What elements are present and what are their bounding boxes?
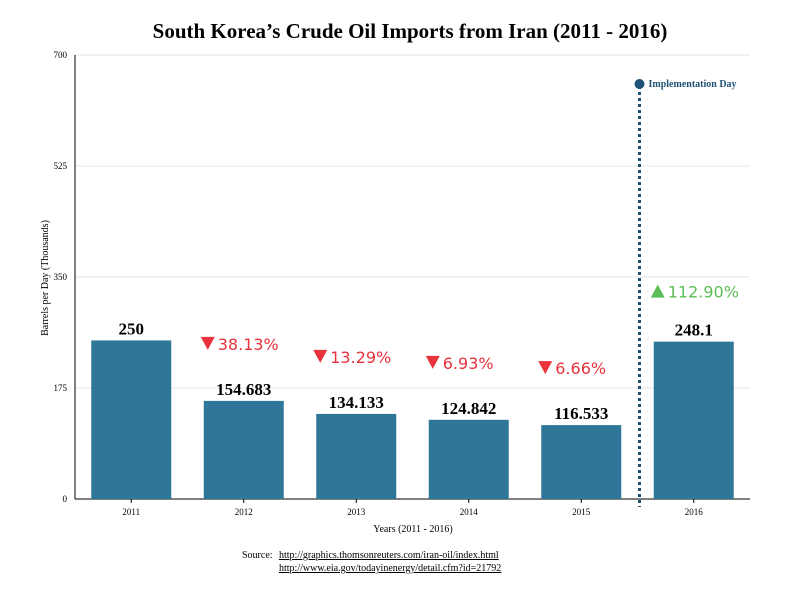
value-label-2013: 134.133 (329, 393, 384, 412)
source-link-eia[interactable]: http://www.eia.gov/todayinenergy/detail.… (279, 563, 502, 574)
source-link-thomsonreuters[interactable]: http://graphics.thomsonreuters.com/iran-… (279, 550, 499, 561)
source-label: Source: (242, 550, 273, 561)
axes (74, 55, 750, 500)
triangle-down-icon (538, 361, 553, 375)
y-tick-label: 175 (54, 383, 68, 393)
implementation-day-marker: Implementation Day (634, 79, 737, 507)
value-label-2011: 250 (119, 319, 145, 338)
change-2015: 6.66% (538, 359, 606, 378)
value-labels: 250 154.683 134.133 124.842 116.533 248.1 (119, 319, 713, 423)
bar-2013 (316, 413, 397, 499)
value-label-2015: 116.533 (554, 404, 608, 423)
bar-2014 (428, 419, 509, 499)
x-tick-label-2012: 2012 (235, 507, 253, 517)
value-label-2014: 124.842 (441, 399, 496, 418)
bar-2011 (91, 340, 172, 499)
bar-2016 (653, 341, 734, 499)
change-2013: 13.29% (313, 348, 391, 367)
chart-title: South Korea’s Crude Oil Imports from Ira… (153, 19, 668, 43)
triangle-down-icon (200, 336, 215, 350)
change-percent: 112.90% (668, 283, 739, 302)
triangle-down-icon (313, 349, 328, 363)
bar-2012 (203, 400, 284, 499)
change-percent: 6.93% (443, 354, 494, 373)
bars (91, 340, 734, 499)
triangle-down-icon (425, 355, 440, 369)
change-percent: 38.13% (218, 335, 279, 354)
bar-2015 (541, 425, 622, 499)
change-percent: 6.66% (555, 359, 606, 378)
y-tick-label: 0 (63, 494, 68, 504)
x-tick-label-2016: 2016 (685, 507, 704, 517)
y-tick-label: 350 (54, 272, 68, 282)
y-axis-label: Barrels per Day (Thousands) (40, 220, 51, 336)
implementation-day-label: Implementation Day (649, 79, 737, 90)
change-percent: 13.29% (330, 348, 391, 367)
change-2016: 112.90% (650, 283, 739, 302)
x-axis-label: Years (2011 - 2016) (373, 524, 452, 535)
x-axis-ticks: 2011 2012 2013 2014 2015 2016 (122, 499, 703, 517)
change-2014: 6.93% (425, 354, 494, 373)
change-annotations: 38.13% 13.29% 6.93% 6.66% 112.90% (200, 283, 739, 378)
change-2012: 38.13% (200, 335, 279, 354)
gridlines (75, 54, 750, 500)
y-tick-label: 525 (54, 161, 68, 171)
x-tick-label-2014: 2014 (460, 507, 479, 517)
y-axis-ticks: 0 175 350 525 700 (54, 50, 68, 504)
y-tick-label: 700 (54, 50, 68, 60)
value-label-2012: 154.683 (216, 380, 271, 399)
value-label-2016: 248.1 (675, 321, 713, 340)
x-tick-label-2015: 2015 (572, 507, 591, 517)
x-tick-label-2013: 2013 (347, 507, 366, 517)
bar-chart: South Korea’s Crude Oil Imports from Ira… (40, 19, 750, 535)
x-tick-label-2011: 2011 (122, 507, 140, 517)
marker-pin-icon (634, 79, 645, 89)
triangle-up-icon (650, 284, 665, 298)
